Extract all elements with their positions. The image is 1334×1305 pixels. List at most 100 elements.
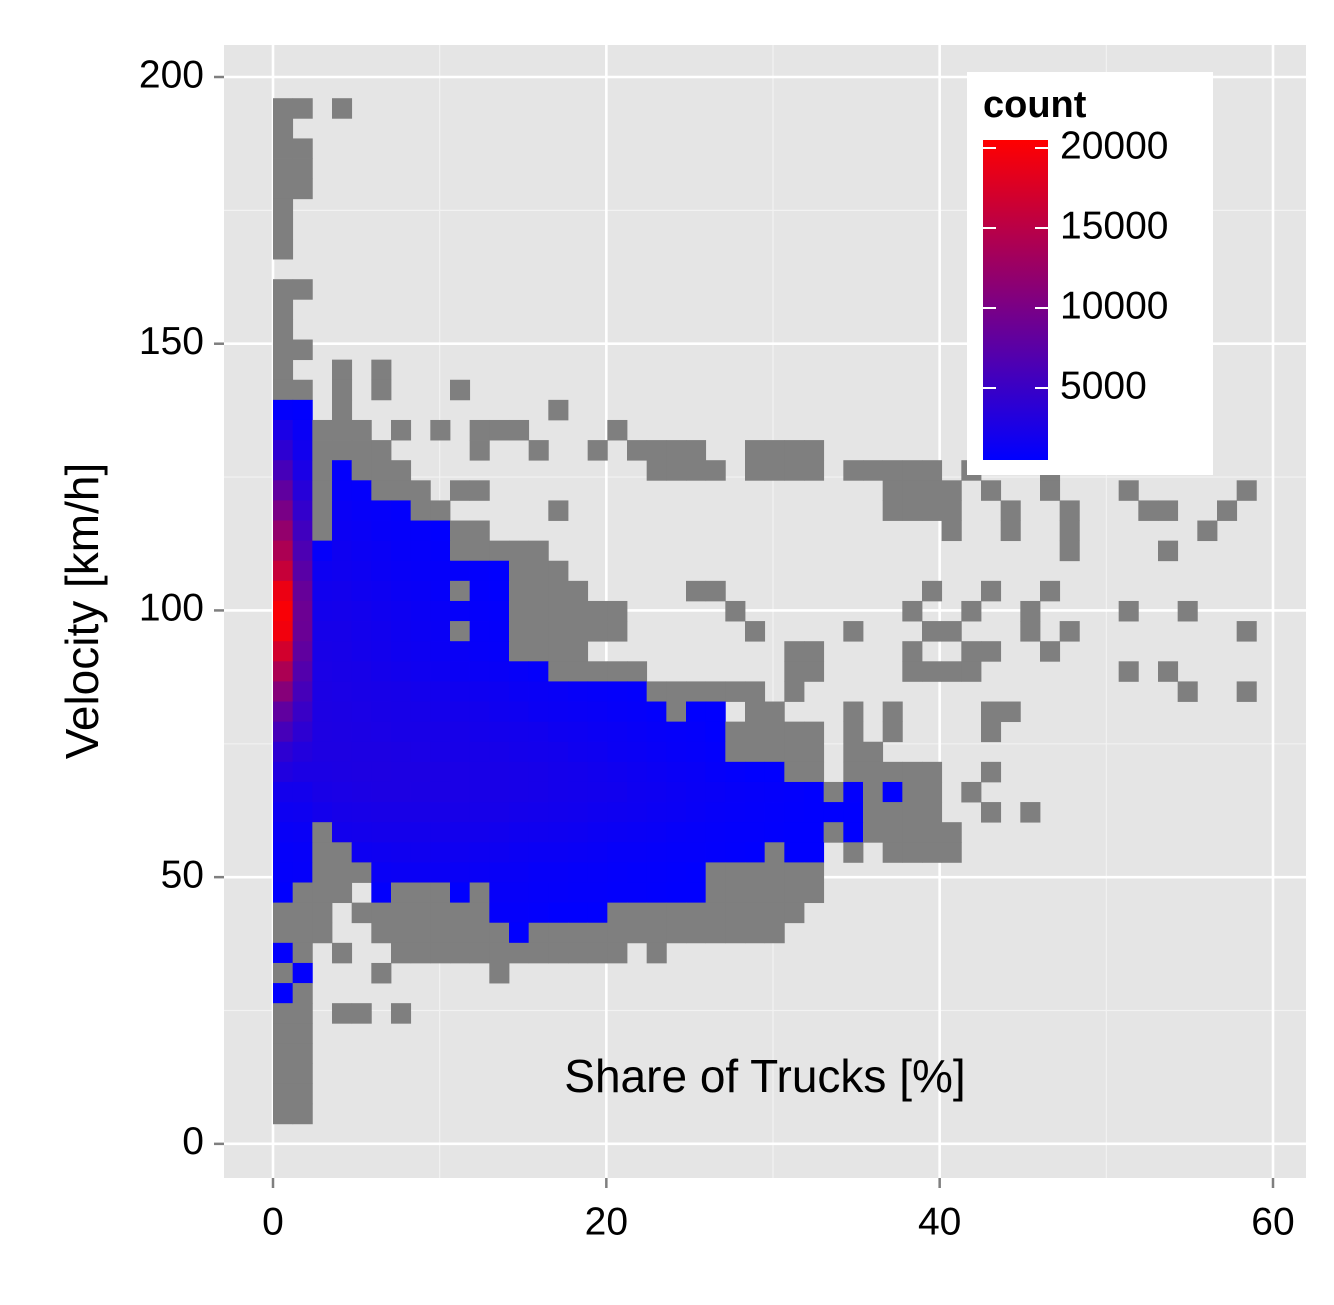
bin-cell [312,681,333,702]
bin-cell [1000,701,1021,723]
bin-cell [587,902,608,924]
bin-cell [725,681,746,702]
bin-cell [666,902,687,924]
bin-cell [273,1023,294,1044]
bin-cell [509,741,530,763]
bin-cell [981,580,1002,602]
bin-cell [351,600,372,622]
bin-cell [292,178,313,200]
bin-cell [351,460,372,481]
bin-cell [371,721,392,743]
bin-cell [941,500,962,521]
bin-cell [784,902,805,924]
bin-cell [371,460,392,481]
bin-cell [273,741,294,763]
bin-cell [292,641,313,662]
bin-cell [292,1023,313,1044]
bin-cell [705,842,726,863]
bin-cell [548,681,569,702]
bin-cell [332,500,353,521]
bin-cell [410,681,431,702]
bin-cell [568,882,589,904]
bin-cell [587,621,608,642]
bin-cell [332,761,353,783]
bin-cell [863,761,884,783]
bin-cell [469,520,490,542]
bin-cell [509,802,530,823]
bin-cell [273,299,294,320]
bin-cell [469,419,490,441]
bin-cell [273,621,294,642]
bin-cell [1158,661,1179,682]
bin-cell [528,942,549,964]
bin-cell [705,882,726,904]
bin-cell [273,983,294,1004]
bin-cell [764,842,785,863]
bin-cell [745,681,766,702]
bin-cell [1217,500,1238,521]
bin-cell [489,741,510,763]
bin-cell [273,802,294,823]
bin-cell [351,540,372,562]
bin-cell [764,802,785,823]
bin-cell [804,741,825,763]
bin-cell [568,922,589,944]
bin-cell [607,741,628,763]
bin-cell [568,781,589,803]
bin-cell [902,661,923,682]
bin-cell [902,802,923,823]
bin-cell [666,822,687,843]
bin-cell [784,721,805,743]
bin-cell [489,902,510,924]
bin-cell [391,621,412,642]
bin-cell [961,641,982,662]
bin-cell [725,922,746,944]
bin-cell [450,580,471,602]
bin-cell [469,842,490,863]
bin-cell [450,761,471,783]
bin-cell [528,781,549,803]
bin-cell [273,218,294,240]
bin-cell [784,802,805,823]
bin-cell [430,701,451,723]
bin-cell [568,580,589,602]
bin-cell [410,822,431,843]
bin-cell [332,822,353,843]
bin-cell [469,701,490,723]
bin-cell [430,540,451,562]
bin-cell [548,822,569,843]
bin-cell [391,681,412,702]
bin-cell [607,882,628,904]
bin-cell [981,802,1002,823]
bin-cell [1040,580,1061,602]
bin-cell [292,902,313,924]
bin-cell [509,942,530,964]
bin-cell [292,158,313,180]
bin-cell [627,741,648,763]
bin-cell [646,802,667,823]
bin-cell [1197,520,1218,542]
bin-cell [784,781,805,803]
bin-cell [764,862,785,883]
bin-cell [273,862,294,883]
bin-cell [489,822,510,843]
bin-cell [509,902,530,924]
bin-cell [607,781,628,803]
bin-cell [292,399,313,421]
bin-cell [627,862,648,883]
x-tick-label: 0 [262,1200,284,1243]
bin-cell [292,942,313,964]
bin-cell [764,460,785,481]
bin-cell [764,741,785,763]
bin-cell [882,701,903,723]
bin-cell [292,540,313,562]
bin-cell [292,339,313,361]
bin-cell [489,621,510,642]
bin-cell [273,882,294,904]
bin-cell [922,661,943,682]
bin-cell [292,681,313,702]
bin-cell [273,540,294,562]
bin-cell [489,681,510,702]
bin-cell [273,118,294,139]
bin-cell [273,641,294,662]
